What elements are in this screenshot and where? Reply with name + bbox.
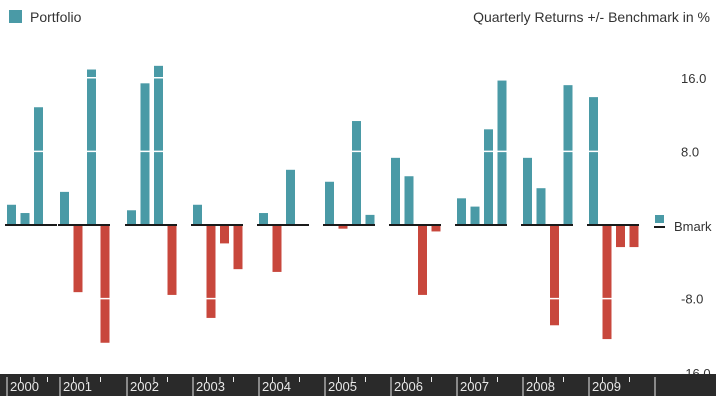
bar-2005-q3 [352,121,361,225]
legend-label: Portfolio [30,9,82,25]
year-label-2009: 2009 [592,379,621,394]
bar-2000-q2 [20,213,30,225]
year-label-2004: 2004 [262,379,291,394]
legend-swatch [9,10,22,23]
bar-2003-q1 [193,204,202,225]
bar-2001-q1 [60,191,69,225]
bar-2003-q3 [220,225,229,244]
bar-2006-q4 [431,225,441,232]
bmark-line-icon [654,226,665,228]
bar-2007-q1 [457,198,466,225]
y-tick-label: 16.0 [681,71,706,86]
bar-2000-q3 [34,107,43,225]
year-label-2006: 2006 [394,379,423,394]
bar-2008-q2 [536,188,546,225]
bar-2004-q3 [286,169,295,225]
year-label-2003: 2003 [196,379,225,394]
y-tick-label: -8.0 [681,292,703,307]
bar-2002-q2 [140,83,150,225]
gridlines [0,77,640,300]
x-axis-years: 2000 2001 2002 2003 2004 2005 2006 2007 2008 2009 [6,377,656,396]
bar-2002-q3 [154,65,163,225]
bar-2003-q2 [206,225,216,318]
bar-2005-q2 [338,225,348,229]
bar-2003-q4 [233,225,243,270]
bar-2008-q3 [550,225,559,326]
bar-2008-q1 [523,157,532,225]
bar-2007-q3 [484,129,493,225]
bar-2001-q2 [73,225,83,293]
bar-2005-q1 [325,181,334,225]
bmark-label: Bmark [674,219,712,234]
year-label-2007: 2007 [460,379,489,394]
bar-2009-q3 [616,225,625,248]
bar-2006-q3 [418,225,427,295]
bar-2009-q2 [602,225,612,340]
bar-2007-q4 [497,80,507,225]
bar-2002-q1 [127,210,136,225]
bmark-swatch [655,215,664,223]
bar-2007-q2 [470,206,480,225]
year-label-2008: 2008 [526,379,555,394]
bar-2008-q4 [563,85,573,225]
year-label-2001: 2001 [63,379,92,394]
year-label-2002: 2002 [130,379,159,394]
bar-2009-q1 [589,97,598,225]
bar-2004-q1 [259,213,268,225]
bar-2005-q4 [365,214,375,225]
year-label-2005: 2005 [328,379,357,394]
year-label-2000: 2000 [10,379,39,394]
bar-2006-q2 [404,176,414,225]
bar-2000-q1 [7,204,16,225]
bar-2001-q3 [87,69,96,226]
y-tick-label: 8.0 [681,144,699,159]
bar-2001-q4 [100,225,110,343]
bar-2009-q4 [629,225,639,248]
bar-2002-q4 [167,225,177,295]
chart-title: Quarterly Returns +/- Benchmark in % [473,9,710,25]
bar-2004-q2 [272,225,282,272]
bar-2006-q1 [391,157,400,225]
bars [7,65,639,343]
